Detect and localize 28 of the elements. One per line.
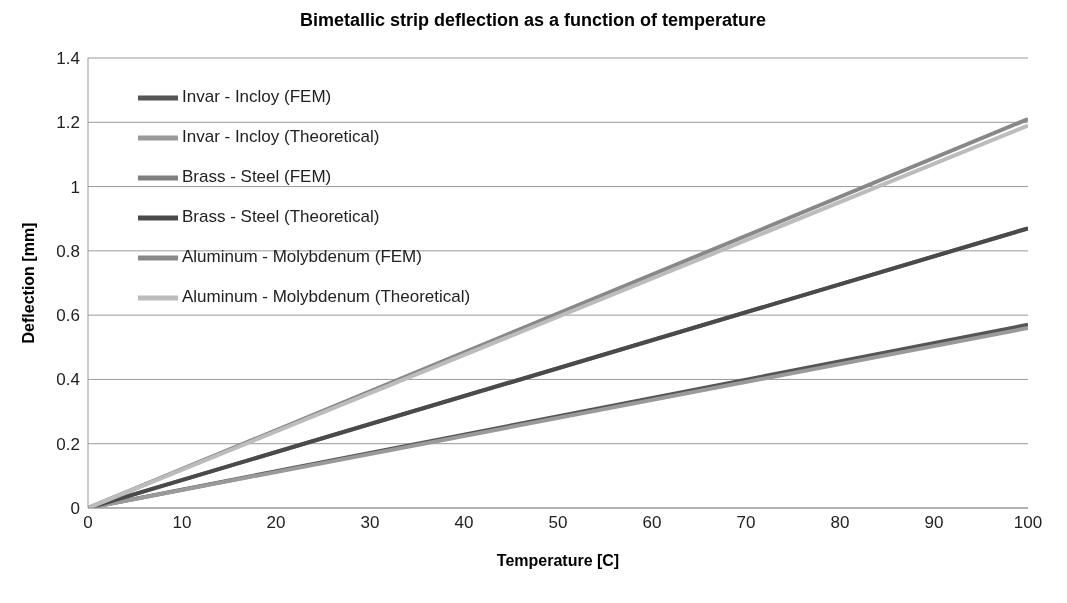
legend-label: Invar - Incloy (FEM)	[182, 87, 332, 107]
x-tick-label: 100	[1013, 513, 1043, 533]
y-axis-title: Deflection [mm]	[19, 222, 37, 344]
y-tick-label: 1.2	[56, 113, 80, 133]
x-tick-label: 30	[360, 513, 380, 533]
x-tick-label: 40	[454, 513, 474, 533]
y-tick-label: 0.6	[56, 306, 80, 326]
x-tick-label: 10	[172, 513, 192, 533]
y-tick-label: 0	[70, 499, 80, 519]
x-tick-label: 0	[83, 513, 93, 533]
legend-label: Invar - Incloy (Theoretical)	[182, 127, 380, 147]
x-tick-label: 80	[830, 513, 850, 533]
legend-label: Brass - Steel (Theoretical)	[182, 207, 380, 227]
x-tick-label: 60	[642, 513, 662, 533]
legend-label: Aluminum - Molybdenum (Theoretical)	[182, 287, 471, 307]
y-tick-label: 0.2	[56, 434, 80, 454]
y-tick-label: 0.4	[56, 370, 80, 390]
x-tick-label: 50	[548, 513, 568, 533]
legend-label: Aluminum - Molybdenum (FEM)	[182, 247, 422, 267]
x-tick-label: 70	[736, 513, 756, 533]
chart-title: Bimetallic strip deflection as a function of temperature	[298, 10, 768, 32]
legend-label: Brass - Steel (FEM)	[182, 167, 332, 187]
y-tick-label: 1.4	[56, 49, 80, 69]
y-tick-label: 0.8	[56, 241, 80, 261]
y-tick-label: 1	[70, 177, 80, 197]
x-axis-title: Temperature [C]	[496, 552, 620, 569]
x-tick-label: 90	[924, 513, 944, 533]
x-tick-label: 20	[266, 513, 286, 533]
